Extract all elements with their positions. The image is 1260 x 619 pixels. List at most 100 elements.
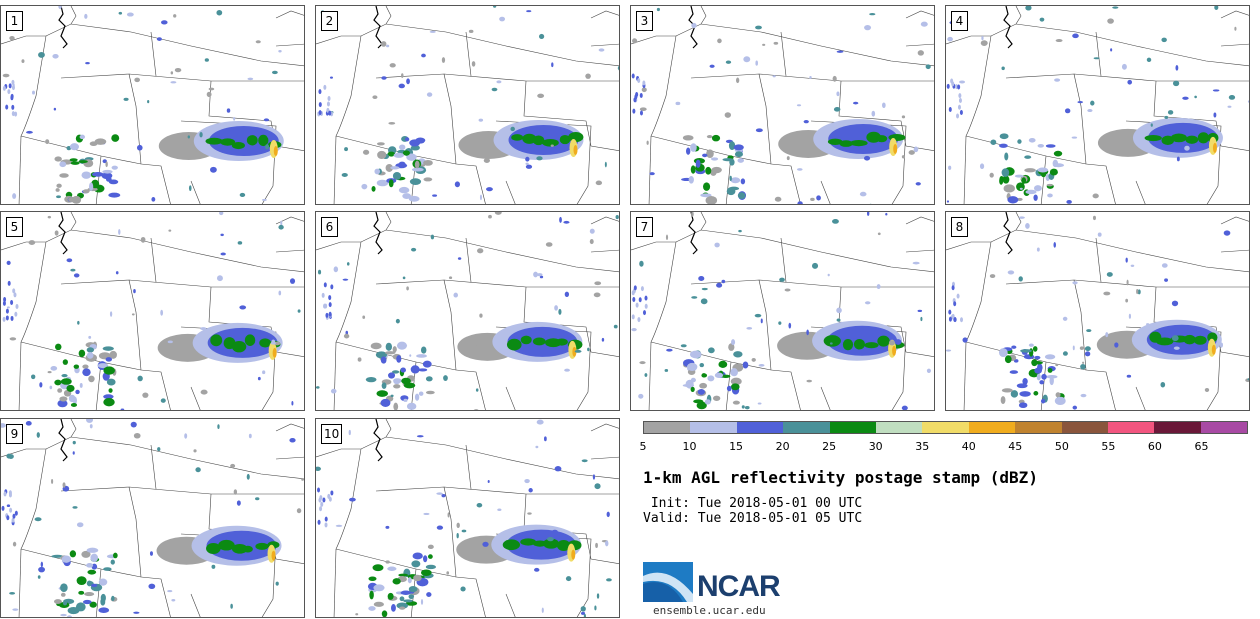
echo-cell (1164, 278, 1168, 282)
echo-cell (712, 395, 721, 401)
echo-cell (751, 357, 756, 362)
echo-cell (68, 394, 76, 403)
echo-cell (86, 352, 94, 359)
echo-cell (11, 111, 15, 117)
echo-cell (720, 374, 731, 379)
echo-cell (78, 349, 86, 358)
echo-cell (946, 200, 950, 203)
echo-cell (441, 493, 446, 498)
echo-cell (803, 120, 809, 124)
echo-cell (1046, 374, 1058, 379)
echo-cell (420, 346, 427, 354)
echo-cell (788, 322, 792, 329)
boundary-line (95, 155, 102, 204)
echo-cell (1004, 152, 1009, 161)
echo-cell (1136, 288, 1139, 295)
echo-cell (270, 342, 276, 345)
echo-cell (385, 342, 393, 351)
echo-cell (730, 368, 738, 377)
echo-cell (187, 135, 191, 139)
echo-cell (384, 351, 396, 355)
echo-cell (1039, 380, 1045, 385)
echo-cell (958, 93, 962, 99)
echo-cell (1034, 355, 1041, 360)
echo-cell (66, 615, 73, 617)
tick-label: 45 (1008, 440, 1023, 453)
stamp-panel: 3 (630, 5, 935, 205)
echo-cell (743, 56, 751, 63)
echo-cell (1002, 175, 1010, 184)
echo-cell (173, 14, 177, 18)
echo-cell (957, 84, 961, 90)
echo-cell (10, 95, 14, 101)
echo-cell (639, 110, 643, 116)
echo-cell (1028, 138, 1036, 143)
echo-cell (69, 158, 78, 162)
echo-cell (32, 90, 35, 95)
echo-cell (28, 240, 36, 245)
echo-cell (265, 144, 270, 150)
echo-cell (89, 141, 98, 147)
map-icon (1, 212, 304, 410)
boundary-line (700, 212, 707, 231)
echo-cell (9, 36, 15, 41)
echo-cell (89, 182, 94, 191)
stamp-panel: 6 (315, 211, 620, 411)
echo-cell (885, 212, 888, 216)
echo-cell (565, 576, 572, 582)
boundary-line (690, 73, 934, 82)
echo-cell (108, 388, 113, 393)
echo-cell (737, 192, 746, 199)
echo-cell (594, 483, 601, 490)
echo-cell (1036, 373, 1041, 381)
echo-cell (1003, 184, 1015, 193)
echo-cell (1084, 346, 1091, 352)
echo-cell (864, 342, 879, 349)
echo-cell (1121, 63, 1127, 70)
echo-cell (71, 195, 82, 204)
echo-cell (665, 234, 669, 241)
echo-cell (174, 68, 182, 73)
echo-cell (167, 590, 173, 593)
echo-cell (828, 123, 899, 154)
echo-cell (730, 383, 740, 391)
echo-cell (746, 326, 753, 330)
echo-cell (711, 166, 722, 174)
colorbar-segment (736, 422, 784, 433)
echo-cell (325, 312, 329, 318)
echo-cell (322, 497, 326, 503)
site-url: ensemble.ucar.edu (653, 604, 766, 617)
echo-cell (388, 121, 396, 125)
boundary-line (333, 341, 337, 410)
echo-cell (1039, 17, 1045, 22)
boundary-line (1040, 155, 1047, 204)
echo-cell (1004, 355, 1012, 364)
echo-cell (1062, 316, 1068, 321)
echo-cell (404, 137, 410, 142)
echo-cell (330, 284, 334, 290)
echo-cell (1047, 368, 1053, 373)
echo-cell (730, 177, 741, 184)
echo-cell (278, 50, 282, 53)
echo-cell (1052, 163, 1065, 168)
echo-cell (390, 166, 400, 170)
echo-cell (357, 357, 362, 362)
echo-cell (721, 279, 726, 284)
echo-cell (111, 595, 115, 602)
colorbar-ticks: 5 10 15 20 25 30 35 40 45 50 55 60 65 (640, 440, 1248, 454)
echo-cell (318, 102, 322, 108)
echo-cell (641, 87, 647, 93)
echo-cell (386, 44, 390, 48)
echo-cell (711, 157, 719, 161)
echo-cell (103, 567, 112, 571)
echo-cell (482, 541, 489, 547)
echo-cell (170, 81, 177, 84)
boundary-line (275, 43, 304, 47)
echo-cell (558, 308, 562, 315)
echo-cell (604, 161, 607, 168)
echo-cell (699, 363, 705, 368)
echo-cell (917, 50, 924, 56)
echo-cell (543, 538, 560, 549)
echo-cell (1037, 143, 1045, 148)
echo-cell (7, 89, 11, 95)
